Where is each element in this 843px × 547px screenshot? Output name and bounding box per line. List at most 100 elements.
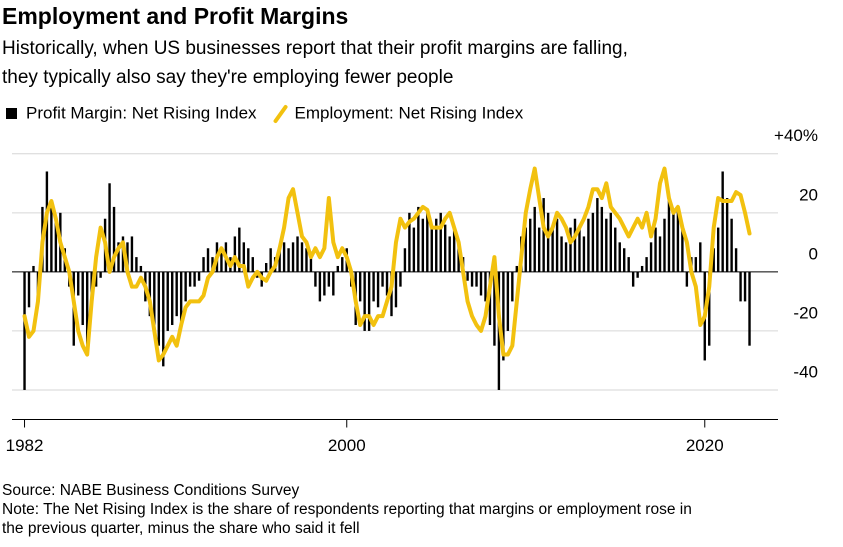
bar: [54, 218, 58, 272]
bar: [197, 271, 201, 281]
bar: [358, 271, 362, 302]
x-tick-label: 1982: [6, 436, 44, 455]
bar: [394, 271, 398, 308]
bar: [381, 271, 384, 287]
y-tick-label: +40%: [774, 126, 818, 145]
bar: [529, 218, 532, 272]
bar: [166, 271, 169, 331]
bar: [287, 248, 290, 272]
bar: [247, 248, 250, 272]
bar: [618, 242, 621, 272]
bar: [403, 248, 407, 272]
bar: [77, 271, 80, 296]
bar: [408, 212, 411, 272]
bar: [363, 271, 366, 331]
bar: [117, 242, 120, 272]
bar: [560, 236, 563, 272]
bar: [372, 271, 375, 302]
bar: [175, 271, 178, 317]
bar: [171, 271, 174, 326]
bar: [112, 206, 116, 272]
bar: [457, 242, 460, 272]
bar: [542, 198, 545, 272]
bar: [99, 271, 102, 278]
bar: [332, 271, 335, 296]
legend-label: Employment: Net Rising Index: [295, 103, 524, 122]
bar: [573, 218, 577, 272]
bar: [291, 242, 295, 272]
bar: [484, 271, 487, 302]
y-tick-label: -20: [793, 303, 818, 322]
bar: [582, 236, 586, 272]
bar: [367, 271, 371, 331]
bar: [188, 271, 192, 287]
bar: [578, 227, 581, 272]
bar: [734, 248, 738, 272]
bar: [712, 248, 715, 272]
bar: [493, 271, 496, 346]
bar: [681, 227, 684, 272]
y-tick-label: 0: [809, 244, 818, 263]
bar: [385, 271, 389, 296]
bar: [251, 257, 254, 272]
bar: [694, 257, 698, 272]
subtitle: Historically, when US businesses report …: [2, 38, 628, 59]
y-tick-label: 20: [799, 185, 818, 204]
bar: [421, 218, 425, 272]
bar: [399, 271, 402, 287]
bar: [390, 271, 393, 317]
legend-swatch: [6, 108, 17, 119]
bar: [605, 218, 608, 272]
legend-label: Profit Margin: Net Rising Index: [26, 103, 257, 122]
bar: [479, 271, 483, 296]
bar: [708, 271, 711, 346]
bar: [743, 271, 747, 302]
bar: [309, 257, 313, 272]
bar: [667, 198, 671, 272]
bar: [135, 257, 138, 272]
bar: [85, 271, 89, 346]
bar: [264, 263, 268, 272]
bar: [537, 227, 541, 272]
bar: [551, 227, 554, 272]
bar: [148, 271, 152, 317]
bar: [470, 271, 474, 287]
note: Note: The Net Rising Index is the share …: [2, 501, 692, 518]
bar: [162, 271, 165, 367]
bar: [600, 206, 604, 272]
bar: [139, 265, 143, 272]
bar: [278, 248, 281, 272]
bar: [609, 212, 612, 272]
bar: [220, 248, 223, 272]
bar: [435, 218, 438, 272]
bar: [184, 271, 187, 302]
bar: [721, 171, 724, 272]
bar: [627, 257, 630, 272]
bar: [555, 218, 559, 272]
bar: [81, 271, 84, 326]
bar: [699, 242, 702, 272]
bar: [569, 227, 572, 272]
bar: [242, 242, 246, 272]
bar: [663, 218, 666, 272]
bar: [730, 218, 733, 272]
x-tick-label: 2000: [328, 436, 366, 455]
source: Source: NABE Business Conditions Survey: [2, 482, 299, 499]
bar: [269, 248, 272, 272]
bar: [305, 248, 308, 272]
bar: [50, 201, 53, 272]
bar: [614, 227, 617, 272]
bar: [636, 271, 639, 278]
bar: [596, 198, 599, 272]
bar: [533, 206, 536, 272]
bar: [32, 265, 35, 272]
bar: [466, 271, 469, 281]
bar: [676, 206, 680, 272]
bar: [341, 257, 344, 272]
bar: [314, 271, 317, 287]
bar: [27, 271, 31, 308]
line: [22, 166, 752, 363]
bar: [748, 271, 751, 346]
bar: [524, 227, 527, 272]
